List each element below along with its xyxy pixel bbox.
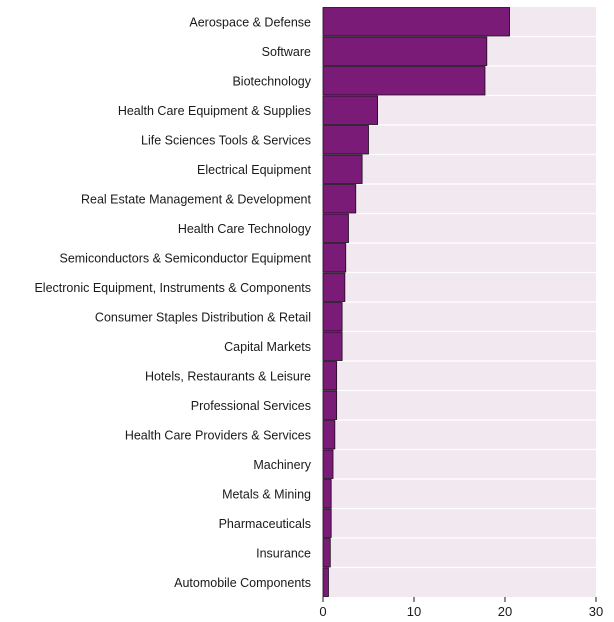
category-label: Consumer Staples Distribution & Retail — [95, 310, 311, 324]
bar — [322, 7, 510, 37]
bar — [322, 154, 363, 184]
x-tick-label: 10 — [407, 604, 421, 619]
category-label: Health Care Equipment & Supplies — [118, 104, 311, 118]
bar — [322, 272, 346, 302]
x-axis: 0 10 20 30 — [319, 597, 603, 619]
bar — [322, 36, 488, 66]
category-label: Electronic Equipment, Instruments & Comp… — [34, 281, 311, 295]
bar — [322, 184, 357, 214]
category-label: Health Care Technology — [178, 222, 312, 236]
category-label: Biotechnology — [232, 74, 311, 88]
bar — [322, 449, 334, 479]
bar — [322, 361, 338, 391]
category-label: Professional Services — [191, 399, 311, 413]
bar — [322, 390, 338, 420]
category-label: Semiconductors & Semiconductor Equipment — [59, 251, 311, 265]
x-tick-label: 0 — [319, 604, 326, 619]
bar — [322, 302, 343, 332]
category-label: Health Care Providers & Services — [125, 428, 311, 442]
category-label: Automobile Components — [174, 576, 311, 590]
bar — [322, 538, 331, 568]
x-tick-label: 20 — [498, 604, 512, 619]
plot-area — [323, 7, 596, 597]
bar — [322, 95, 378, 125]
category-label: Capital Markets — [224, 340, 311, 354]
bar — [322, 125, 369, 155]
category-label: Machinery — [253, 458, 311, 472]
category-label: Software — [262, 45, 311, 59]
bar — [322, 213, 349, 243]
category-label: Aerospace & Defense — [189, 15, 311, 29]
category-label: Hotels, Restaurants & Leisure — [145, 369, 311, 383]
bar — [322, 567, 329, 597]
bar — [322, 66, 486, 96]
category-label: Life Sciences Tools & Services — [141, 133, 311, 147]
x-tick-label: 30 — [589, 604, 603, 619]
bars — [322, 7, 510, 597]
bar — [322, 508, 332, 538]
category-label: Pharmaceuticals — [219, 517, 311, 531]
bar — [322, 243, 347, 273]
bar — [322, 479, 332, 509]
category-labels: Aerospace & Defense Software Biotechnology… — [34, 15, 311, 590]
category-label: Electrical Equipment — [197, 163, 311, 177]
category-label: Real Estate Management & Development — [81, 192, 312, 206]
bar — [322, 331, 343, 361]
bar — [322, 420, 336, 450]
category-label: Insurance — [256, 546, 311, 560]
category-label: Metals & Mining — [222, 487, 311, 501]
